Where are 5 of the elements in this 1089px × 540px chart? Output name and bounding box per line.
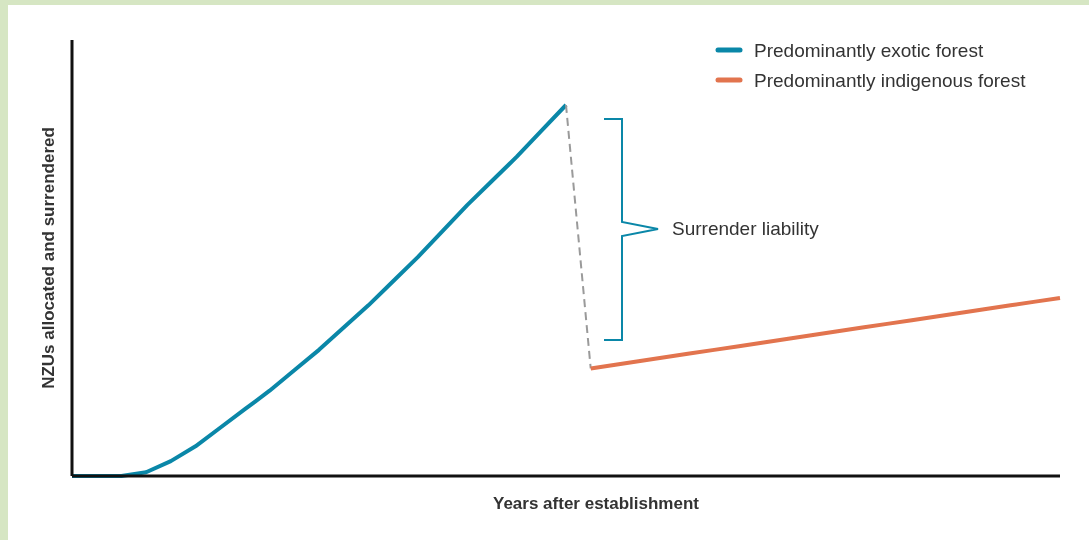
annotation: Surrender liability — [672, 218, 820, 239]
legend-label: Predominantly exotic forest — [754, 40, 984, 61]
y-axis-title: NZUs allocated and surrendered — [39, 127, 58, 389]
x-axis-title: Years after establishment — [493, 494, 700, 513]
legend-label: Predominantly indigenous forest — [754, 70, 1027, 91]
